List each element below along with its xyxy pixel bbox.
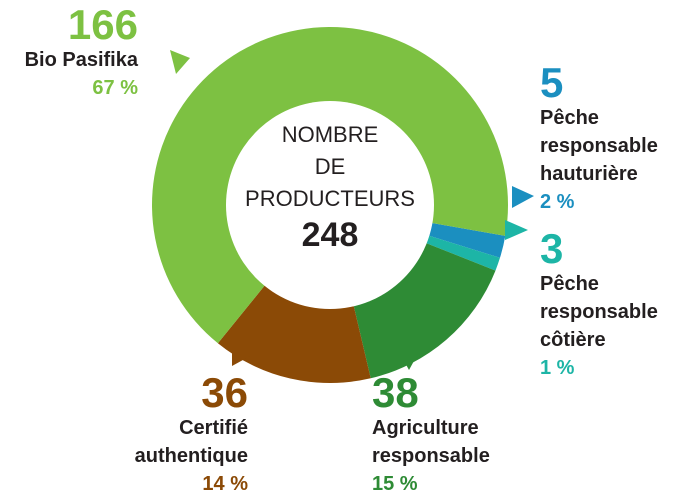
center-hole bbox=[226, 101, 434, 309]
value-label: 36 bbox=[201, 369, 248, 416]
value-label: 38 bbox=[372, 369, 419, 416]
center-total: 248 bbox=[302, 216, 359, 254]
percent-label: 14 % bbox=[202, 473, 248, 493]
donut-segment bbox=[425, 222, 506, 258]
pointer bbox=[398, 350, 420, 370]
percent-label: 1 % bbox=[540, 357, 575, 379]
category-label: Pêche responsable hauturière bbox=[540, 107, 658, 185]
pointer bbox=[505, 220, 528, 240]
center-label: DE bbox=[315, 154, 346, 179]
category-label: Certifié authentique bbox=[134, 417, 248, 467]
value-label: 3 bbox=[540, 225, 564, 272]
donut-segment bbox=[422, 234, 500, 271]
pointer bbox=[512, 186, 534, 208]
center-label: NOMBRE bbox=[282, 122, 379, 147]
segment-label: 38 Agriculture responsable 15 % bbox=[372, 372, 490, 493]
pointer bbox=[232, 345, 252, 366]
percent-label: 15 % bbox=[372, 473, 418, 493]
pointer bbox=[170, 50, 190, 74]
value-label: 5 bbox=[540, 59, 564, 106]
donut-segment bbox=[151, 26, 509, 344]
donut-segment bbox=[352, 241, 496, 379]
value-label: 166 bbox=[67, 1, 138, 48]
category-label: Agriculture responsable bbox=[372, 417, 490, 467]
segment-label: 5 Pêche responsable hauturière 2 % bbox=[540, 62, 658, 216]
category-label: Pêche responsable côtière bbox=[540, 273, 658, 351]
category-label: Bio Pasifika bbox=[24, 49, 138, 71]
segment-label: 36 Certifié authentique 14 % bbox=[48, 372, 248, 493]
segment-label: 166 Bio Pasifika 67 % bbox=[0, 4, 138, 102]
center-label: PRODUCTEURS bbox=[245, 186, 415, 211]
percent-label: 67 % bbox=[92, 77, 138, 99]
percent-label: 2 % bbox=[540, 191, 575, 213]
segment-label: 3 Pêche responsable côtière 1 % bbox=[540, 228, 658, 382]
